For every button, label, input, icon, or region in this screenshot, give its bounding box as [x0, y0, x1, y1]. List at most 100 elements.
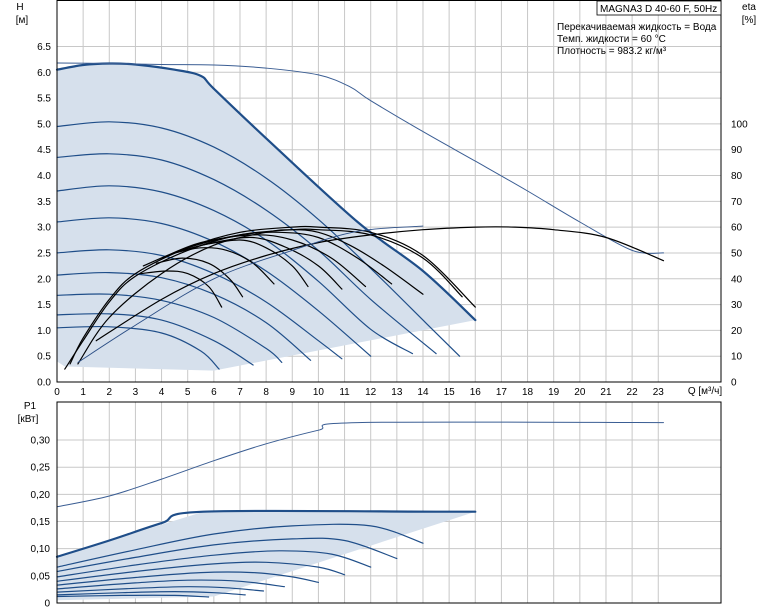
- head-curve: [56, 121, 461, 357]
- y2-tick-label: 50: [731, 248, 743, 259]
- y-tick-label: 0.5: [37, 352, 51, 363]
- y2-tick-label: 60: [731, 223, 743, 234]
- x-tick-label: 8: [263, 387, 269, 398]
- y-tick-label: 5.0: [37, 119, 51, 130]
- x-tick-label: 13: [391, 387, 403, 398]
- power-curve: [56, 586, 265, 593]
- x-tick-label: 4: [159, 387, 165, 398]
- x-tick-label: 10: [313, 387, 325, 398]
- single-pump-curve: [56, 62, 664, 254]
- power-max: [55, 509, 477, 558]
- y2-tick-label: 80: [731, 171, 743, 182]
- chart-title: MAGNA3 D 40-60 F, 50Hz: [600, 4, 717, 15]
- power-tick-label: 0,30: [31, 436, 51, 447]
- reference-curve: [77, 225, 424, 363]
- x-tick-label: 16: [470, 387, 482, 398]
- x-tick-label: 0: [54, 387, 60, 398]
- y-tick-label: 2.5: [37, 248, 51, 259]
- x-tick-label: 17: [496, 387, 508, 398]
- bottom-operating-area: [57, 511, 476, 601]
- head-curve: [56, 185, 414, 355]
- y2-tick-label: 70: [731, 197, 743, 208]
- power-curve: [56, 571, 319, 586]
- info-line-temperature: Темп. жидкости = 60 °C: [557, 34, 666, 45]
- y2-tick-label: 30: [731, 300, 743, 311]
- y2-tick-label: 100: [731, 119, 748, 130]
- x-tick-label: 5: [185, 387, 191, 398]
- x-tick-label: 6: [211, 387, 217, 398]
- head-curve: [56, 153, 437, 355]
- info-line-liquid: Перекачиваемая жидкость = Вода: [557, 22, 717, 33]
- x-tick-label: 19: [548, 387, 560, 398]
- head-curve: [56, 271, 312, 361]
- eta-curve: [200, 239, 309, 288]
- power-tick-label: 0,25: [31, 463, 51, 474]
- power-curve: [56, 550, 372, 578]
- power-tick-label: 0,10: [31, 544, 51, 555]
- x-axis-label: Q [м³/ч]: [688, 386, 723, 397]
- y-tick-label: 2.0: [37, 274, 51, 285]
- tick-labels: 0 1 2 3 4 5 6 7 8 9 10 11 12 13 14 15 16 17 18 19 20 21 22 230.…: [31, 42, 749, 610]
- y-tick-label: 6.0: [37, 68, 51, 79]
- eta-curve: [155, 257, 244, 298]
- y2-tick-label: 10: [731, 352, 743, 363]
- power-curve: [56, 594, 210, 598]
- info-line-density: Плотность = 983.2 кг/м³: [557, 46, 667, 57]
- top-curves: [55, 62, 665, 370]
- power-tick-label: 0,05: [31, 571, 51, 582]
- y-axis-label: H: [16, 2, 23, 13]
- power-curve: [56, 561, 346, 582]
- y-tick-label: 1.5: [37, 300, 51, 311]
- x-tick-label: 20: [574, 387, 586, 398]
- y2-axis-label: eta: [742, 2, 756, 13]
- power-operating-area: [57, 511, 476, 601]
- power-axis-label: P1: [24, 401, 37, 412]
- plot-frames: [56, 0, 722, 604]
- power-curve: [56, 537, 398, 573]
- eta-curve: [142, 231, 393, 285]
- x-tick-label: 12: [365, 387, 377, 398]
- power-curve: [56, 590, 246, 596]
- y2-tick-label: 0: [731, 378, 737, 389]
- x-tick-label: 23: [653, 387, 665, 398]
- y2-tick-label: 90: [731, 145, 743, 156]
- x-tick-label: 9: [289, 387, 295, 398]
- y-tick-label: 1.0: [37, 326, 51, 337]
- eta-curve: [77, 229, 424, 365]
- x-tick-label: 14: [417, 387, 429, 398]
- x-tick-label: 7: [237, 387, 243, 398]
- power-curve: [56, 523, 424, 568]
- y-tick-label: 6.5: [37, 42, 51, 53]
- x-tick-label: 3: [133, 387, 139, 398]
- x-tick-label: 15: [444, 387, 456, 398]
- x-tick-label: 22: [627, 387, 639, 398]
- y-tick-label: 3.5: [37, 197, 51, 208]
- y-tick-label: 4.5: [37, 145, 51, 156]
- power-curve: [56, 579, 285, 590]
- bottom-curves: [55, 421, 664, 598]
- top-plot-frame: [56, 0, 722, 383]
- x-tick-label: 18: [522, 387, 534, 398]
- x-tick-label: 11: [339, 387, 350, 398]
- y2-tick-label: 20: [731, 326, 743, 337]
- y-axis-unit: [м]: [16, 15, 29, 26]
- y-tick-label: 0.0: [37, 378, 51, 389]
- y-tick-label: 3.0: [37, 223, 51, 234]
- head-curve: [56, 313, 254, 366]
- eta-curve: [69, 225, 476, 365]
- eta-curve: [174, 247, 275, 285]
- power-single-pump: [56, 421, 664, 508]
- power-tick-label: 0: [44, 599, 50, 610]
- power-tick-label: 0,15: [31, 517, 51, 528]
- head-curve: [56, 293, 283, 363]
- y-tick-label: 5.5: [37, 94, 51, 105]
- head-operating-area: [57, 63, 476, 371]
- power-tick-label: 0,20: [31, 490, 51, 501]
- x-tick-label: 21: [600, 387, 612, 398]
- eta-curve: [95, 226, 665, 342]
- y2-tick-label: 40: [731, 274, 743, 285]
- top-operating-area: [57, 63, 476, 371]
- x-tick-label: 2: [107, 387, 113, 398]
- y2-axis-unit: [%]: [742, 15, 757, 26]
- power-axis-unit: [кВт]: [18, 414, 39, 425]
